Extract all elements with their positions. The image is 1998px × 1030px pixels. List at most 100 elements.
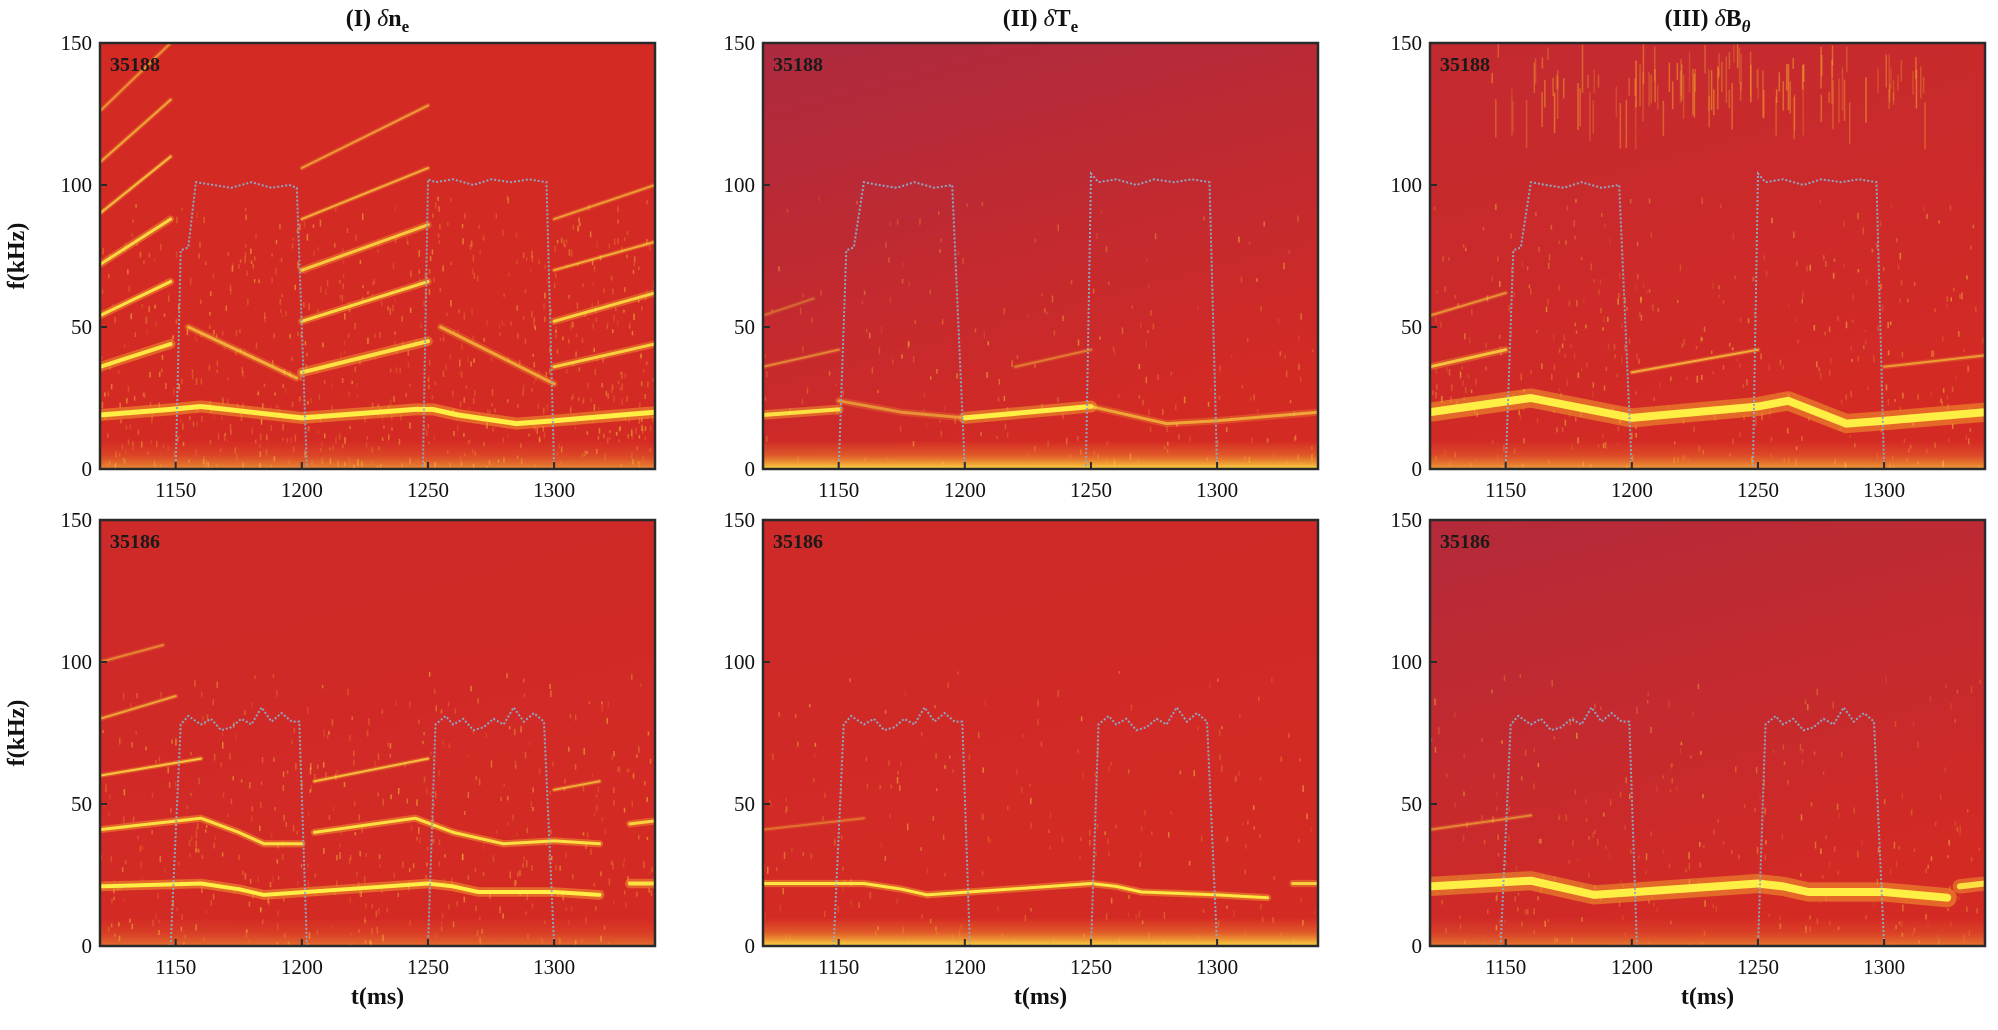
mode-ridge	[300, 223, 430, 272]
y-tick-label: 150	[1391, 508, 1423, 532]
mode-ridge	[552, 342, 655, 369]
mode-ridge	[300, 104, 429, 169]
panel-bt-35186: 35186 0 50 100 150 1150 1200 1250 1300 t(ms)	[1391, 508, 1987, 1010]
column-title-quantity: n	[388, 6, 401, 32]
panel-frame	[1428, 518, 1987, 948]
x-tick-label: 1200	[944, 955, 986, 979]
mode-ridge	[962, 404, 1094, 421]
x-tick-label: 1200	[1611, 478, 1653, 502]
x-tick-label: 1150	[818, 478, 859, 502]
y-tick-label: 100	[724, 650, 756, 674]
low-frequency-band	[1430, 917, 1985, 946]
y-tick-label: 0	[1412, 457, 1423, 481]
y-tick-label: 50	[734, 792, 755, 816]
x-tick-label: 1150	[1485, 478, 1526, 502]
column-title-subscript: θ	[1742, 17, 1751, 36]
x-axis-label: t(ms)	[1681, 984, 1734, 1010]
column-title-prefix: (III)	[1664, 6, 1714, 32]
y-tick-label: 150	[724, 31, 756, 55]
y-tick-label: 100	[61, 650, 93, 674]
low-frequency-band	[100, 440, 655, 469]
panel-frame	[761, 518, 1320, 948]
x-tick-label: 1250	[1070, 955, 1112, 979]
panel-te-35188: 35188 0 50 100 150 1150 1200 1250 1300	[724, 31, 1320, 502]
panel-te-35186: 35186 0 50 100 150 1150 1200 1250 1300 t(ms)	[724, 508, 1320, 1010]
mode-ridge	[553, 240, 655, 272]
mode-ridge	[299, 339, 430, 375]
x-tick-label: 1300	[533, 478, 575, 502]
panel-frame	[761, 41, 1320, 471]
column-title-te: (II) δTe	[1003, 6, 1079, 36]
x-tick-label: 1300	[1863, 478, 1905, 502]
mode-ridge	[1883, 354, 1985, 368]
spectrogram-background	[100, 43, 655, 469]
shot-number-label: 35188	[110, 54, 160, 76]
x-tick-label: 1250	[407, 478, 449, 502]
mode-ridge	[100, 881, 602, 897]
x-axis-label: t(ms)	[351, 984, 404, 1010]
mode-ridge	[1430, 876, 1952, 902]
x-tick-label: 1300	[1863, 955, 1905, 979]
column-title-ne: (I) δne	[346, 6, 410, 36]
mode-ridge	[100, 695, 177, 720]
mode-ridge	[553, 184, 655, 221]
high-frequency-streaks	[1491, 43, 1926, 150]
panel-frame	[98, 41, 657, 471]
mode-ridge	[100, 816, 304, 846]
y-tick-label: 150	[724, 508, 756, 532]
mode-ridge	[1430, 814, 1532, 831]
y-tick-label: 100	[724, 173, 756, 197]
column-title-greek: δ	[1043, 6, 1055, 32]
mode-ridge	[100, 280, 173, 318]
low-frequency-band	[763, 917, 1318, 946]
mode-ridge	[1630, 348, 1759, 374]
y-tick-label: 100	[1391, 650, 1423, 674]
mode-ridges	[1430, 290, 1985, 434]
shot-number-label: 35186	[773, 531, 823, 553]
low-frequency-band	[1430, 440, 1985, 469]
y-tick-label: 0	[745, 457, 756, 481]
panel-bt-35188: 35188 0 50 100 150 1150 1200 1250 1300	[1391, 31, 1987, 502]
column-title-bt: (III) δBθ	[1664, 6, 1750, 36]
y-tick-label: 0	[82, 457, 93, 481]
mode-ridge-halo	[763, 347, 842, 370]
y-axis-label: f(kHz)	[4, 223, 30, 290]
mode-ridge	[312, 816, 601, 846]
shot-number-label: 35188	[1440, 54, 1490, 76]
y-tick-label: 150	[1391, 31, 1423, 55]
column-title-prefix: (II)	[1003, 6, 1044, 32]
mode-ridges	[763, 296, 1318, 428]
y-tick-label: 150	[61, 31, 93, 55]
mode-ridge	[313, 757, 429, 783]
mode-ridge-halo	[100, 642, 166, 665]
x-tick-label: 1250	[1070, 478, 1112, 502]
column-title-quantity: B	[1726, 6, 1742, 32]
panel-frame	[98, 518, 657, 948]
mode-ridge	[763, 882, 1269, 900]
y-tick-label: 50	[1401, 792, 1422, 816]
y-tick-label: 50	[734, 315, 755, 339]
x-tick-label: 1150	[1485, 955, 1526, 979]
x-tick-label: 1200	[944, 478, 986, 502]
low-frequency-band	[100, 917, 655, 946]
mode-ridge	[100, 644, 165, 663]
y-tick-label: 50	[71, 315, 92, 339]
shot-number-label: 35186	[1440, 531, 1490, 553]
column-title-greek: δ	[1715, 6, 1727, 32]
mode-ridge-halo	[763, 815, 867, 832]
y-tick-label: 0	[1412, 934, 1423, 958]
x-axis-label: t(ms)	[1014, 984, 1067, 1010]
x-tick-label: 1250	[407, 955, 449, 979]
mode-ridges	[100, 43, 655, 430]
y-tick-label: 0	[82, 934, 93, 958]
column-title-quantity: T	[1055, 6, 1071, 32]
mode-ridge-halo	[1012, 347, 1094, 370]
spectrogram-background	[100, 520, 655, 946]
y-tick-label: 100	[1391, 173, 1423, 197]
column-title-greek: δ	[377, 6, 389, 32]
mode-ridge-halo	[835, 397, 969, 422]
shot-number-label: 35186	[110, 531, 160, 553]
panel-ne-35188: 35188 0 50 100 150 1150 1200 1250 1300 f(kHz)	[4, 31, 657, 502]
x-tick-label: 1150	[155, 955, 196, 979]
